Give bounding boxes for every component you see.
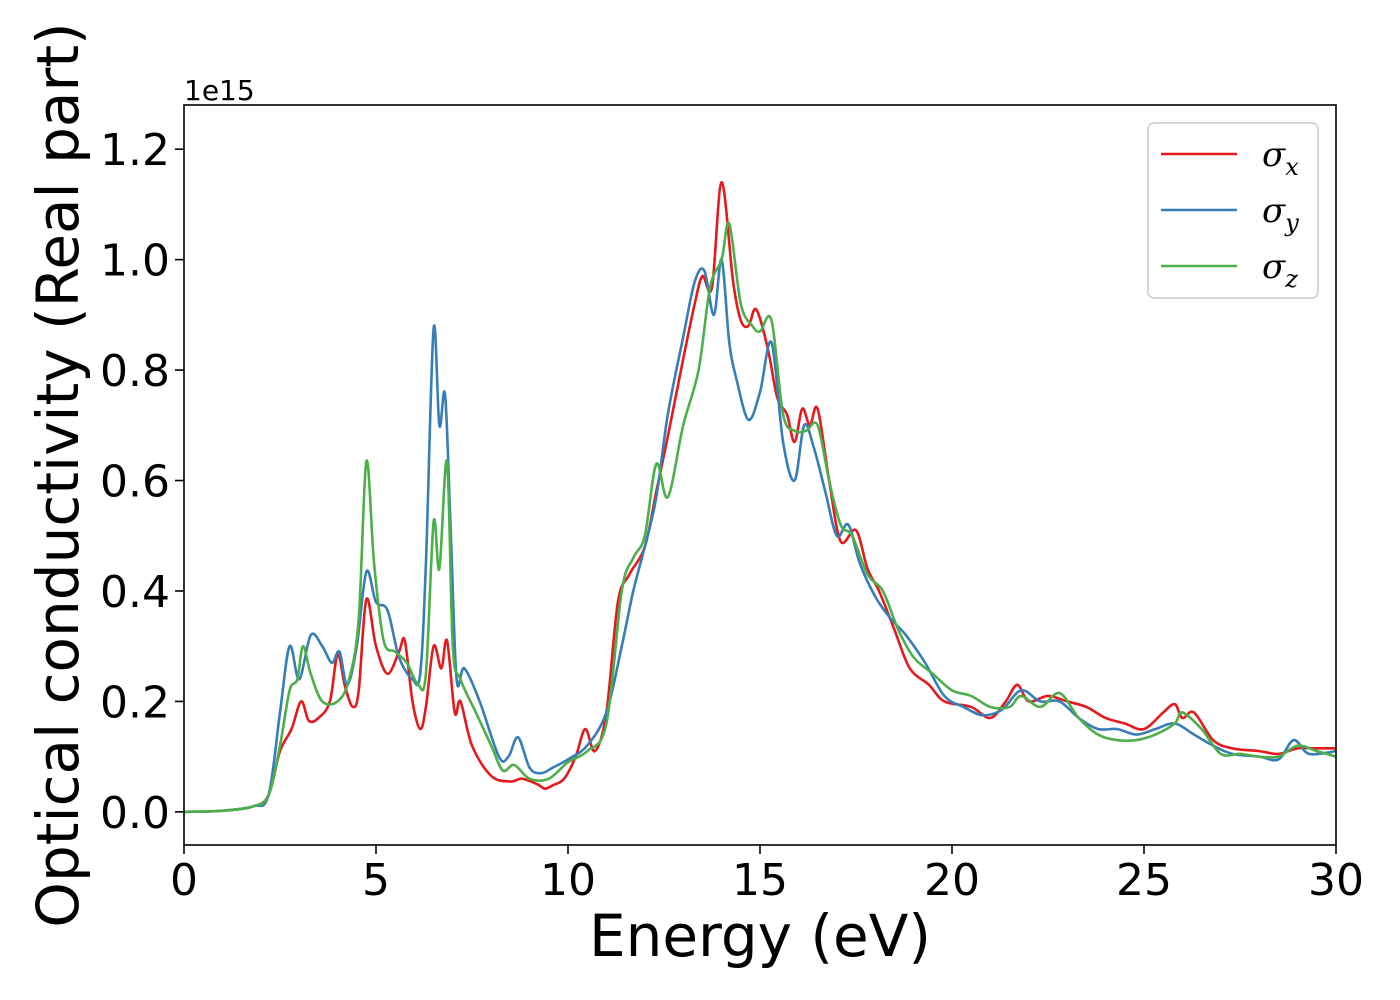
y-tick-label: 1.0	[100, 236, 170, 287]
x-tick-label: 15	[732, 855, 788, 906]
x-axis-label: Energy (eV)	[589, 902, 931, 970]
x-tick-label: 30	[1308, 855, 1364, 906]
series-layer	[183, 181, 1337, 814]
x-tick-label: 0	[170, 855, 198, 906]
legend-label-y: σy	[1262, 191, 1299, 237]
series-line-x	[183, 181, 1336, 814]
legend-label-z: σz	[1262, 247, 1298, 293]
legend-label-x: σx	[1262, 135, 1299, 181]
x-tick-label: 10	[540, 855, 596, 906]
x-axis-ticks: 0 5 10 15 20 25 30	[170, 845, 1364, 906]
y-tick-label: 0.6	[100, 457, 170, 508]
series-line-z	[183, 221, 1337, 814]
y-tick-label: 1.2	[100, 125, 170, 176]
y-tick-label: 0.0	[100, 788, 170, 839]
x-tick-label: 25	[1116, 855, 1172, 906]
y-axis-ticks: 0.0 0.2 0.4 0.6 0.8 1.0 1.2	[100, 125, 184, 839]
y-offset-label: 1e15	[184, 74, 255, 107]
y-tick-label: 0.2	[100, 677, 170, 728]
x-tick-label: 20	[924, 855, 980, 906]
plot-background	[184, 105, 1336, 845]
y-axis-label: Optical conductivity (Real part)	[24, 22, 92, 927]
legend: σx σy σz	[1147, 122, 1319, 299]
y-tick-label: 0.8	[100, 346, 170, 397]
x-tick-label: 5	[362, 855, 390, 906]
y-tick-label: 0.4	[100, 567, 170, 618]
